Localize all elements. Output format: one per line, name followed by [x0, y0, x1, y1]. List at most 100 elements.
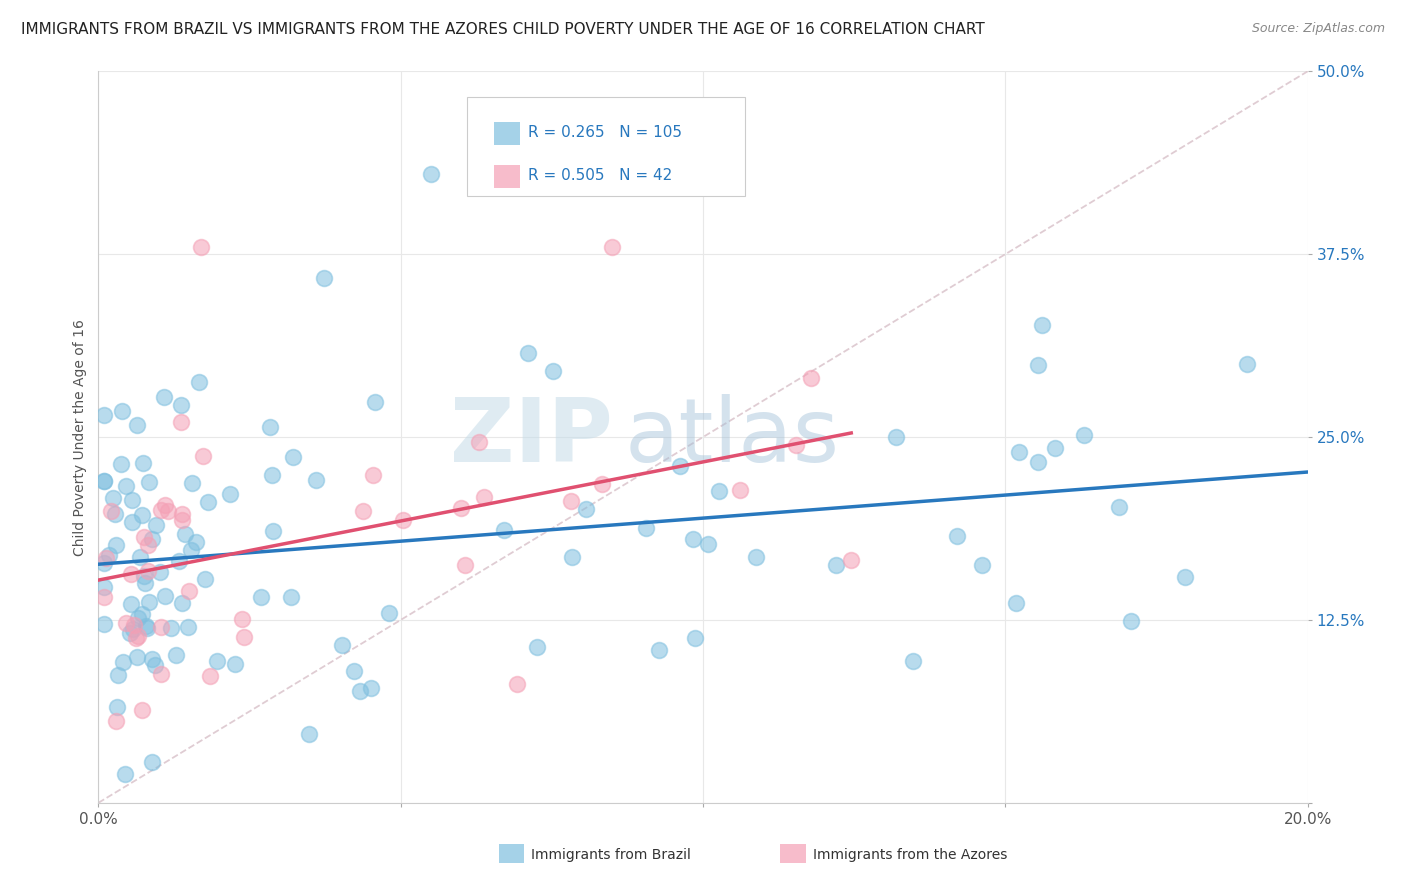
Point — [120, 567, 142, 582]
Text: ZIP: ZIP — [450, 393, 613, 481]
Point — [349, 684, 371, 698]
Point — [141, 652, 163, 666]
Point — [224, 657, 246, 672]
Point — [93, 590, 115, 604]
Point — [697, 537, 720, 551]
Point — [170, 596, 193, 610]
Text: R = 0.265   N = 105: R = 0.265 N = 105 — [527, 125, 682, 139]
Point — [93, 556, 115, 570]
Point — [121, 515, 143, 529]
Point — [134, 576, 156, 591]
Point — [472, 490, 495, 504]
Point — [138, 475, 160, 489]
Point — [1173, 569, 1195, 583]
Point — [361, 468, 384, 483]
Point — [526, 640, 548, 654]
Point — [105, 714, 128, 728]
Point — [136, 621, 159, 635]
Point — [575, 502, 598, 516]
Point — [219, 486, 242, 500]
Point — [104, 538, 127, 552]
Point — [101, 491, 124, 505]
Point — [112, 655, 135, 669]
Point — [170, 513, 193, 527]
Point — [945, 529, 967, 543]
Point — [364, 395, 387, 409]
FancyBboxPatch shape — [494, 122, 520, 145]
Point — [125, 649, 148, 664]
Point — [97, 549, 120, 563]
Point — [683, 631, 706, 645]
Point — [193, 449, 215, 463]
Point — [143, 657, 166, 672]
Point — [1031, 318, 1053, 332]
Text: Source: ZipAtlas.com: Source: ZipAtlas.com — [1251, 22, 1385, 36]
Point — [177, 584, 200, 599]
Y-axis label: Child Poverty Under the Age of 16: Child Poverty Under the Age of 16 — [73, 318, 87, 556]
Point — [1236, 357, 1258, 371]
Point — [124, 618, 146, 632]
Point — [232, 630, 254, 644]
Point — [127, 629, 149, 643]
Point — [391, 512, 413, 526]
Point — [352, 504, 374, 518]
Point — [1108, 500, 1130, 514]
Point — [118, 625, 141, 640]
Point — [145, 518, 167, 533]
Point — [188, 375, 211, 389]
Point — [200, 668, 222, 682]
Point — [150, 502, 173, 516]
Point — [970, 558, 993, 572]
Point — [194, 572, 217, 586]
Point — [134, 530, 156, 544]
Point — [506, 677, 529, 691]
Point — [669, 458, 692, 473]
Point — [122, 622, 145, 636]
Point — [155, 499, 177, 513]
Point — [157, 504, 180, 518]
Text: Immigrants from Brazil: Immigrants from Brazil — [531, 847, 692, 862]
Point — [129, 550, 152, 565]
Point — [561, 549, 583, 564]
Point — [314, 271, 336, 285]
Point — [886, 430, 908, 444]
Point — [800, 371, 823, 385]
Point — [152, 391, 174, 405]
Point — [131, 508, 153, 522]
Point — [280, 591, 302, 605]
Point — [785, 438, 807, 452]
Point — [160, 621, 183, 635]
Point — [281, 450, 304, 464]
Point — [560, 494, 582, 508]
Point — [149, 667, 172, 681]
Point — [107, 699, 129, 714]
Point — [517, 346, 540, 360]
Text: IMMIGRANTS FROM BRAZIL VS IMMIGRANTS FROM THE AZORES CHILD POVERTY UNDER THE AGE: IMMIGRANTS FROM BRAZIL VS IMMIGRANTS FRO… — [21, 22, 984, 37]
Point — [343, 664, 366, 678]
Point — [262, 524, 284, 538]
Point — [298, 727, 321, 741]
Text: Immigrants from the Azores: Immigrants from the Azores — [813, 847, 1007, 862]
Point — [170, 398, 193, 412]
Point — [153, 589, 176, 603]
Point — [541, 364, 564, 378]
Point — [141, 755, 163, 769]
Point — [132, 456, 155, 470]
Point — [131, 703, 153, 717]
Point — [170, 415, 193, 429]
Point — [648, 643, 671, 657]
Point — [259, 419, 281, 434]
Point — [454, 558, 477, 572]
Point — [136, 564, 159, 578]
Point — [602, 240, 624, 254]
Point — [121, 492, 143, 507]
Point — [107, 668, 129, 682]
Point — [205, 654, 228, 668]
Point — [170, 507, 193, 521]
Point — [420, 167, 443, 181]
Point — [745, 549, 768, 564]
Point — [360, 681, 382, 695]
Point — [94, 551, 117, 566]
Point — [149, 565, 172, 579]
Point — [93, 475, 115, 489]
